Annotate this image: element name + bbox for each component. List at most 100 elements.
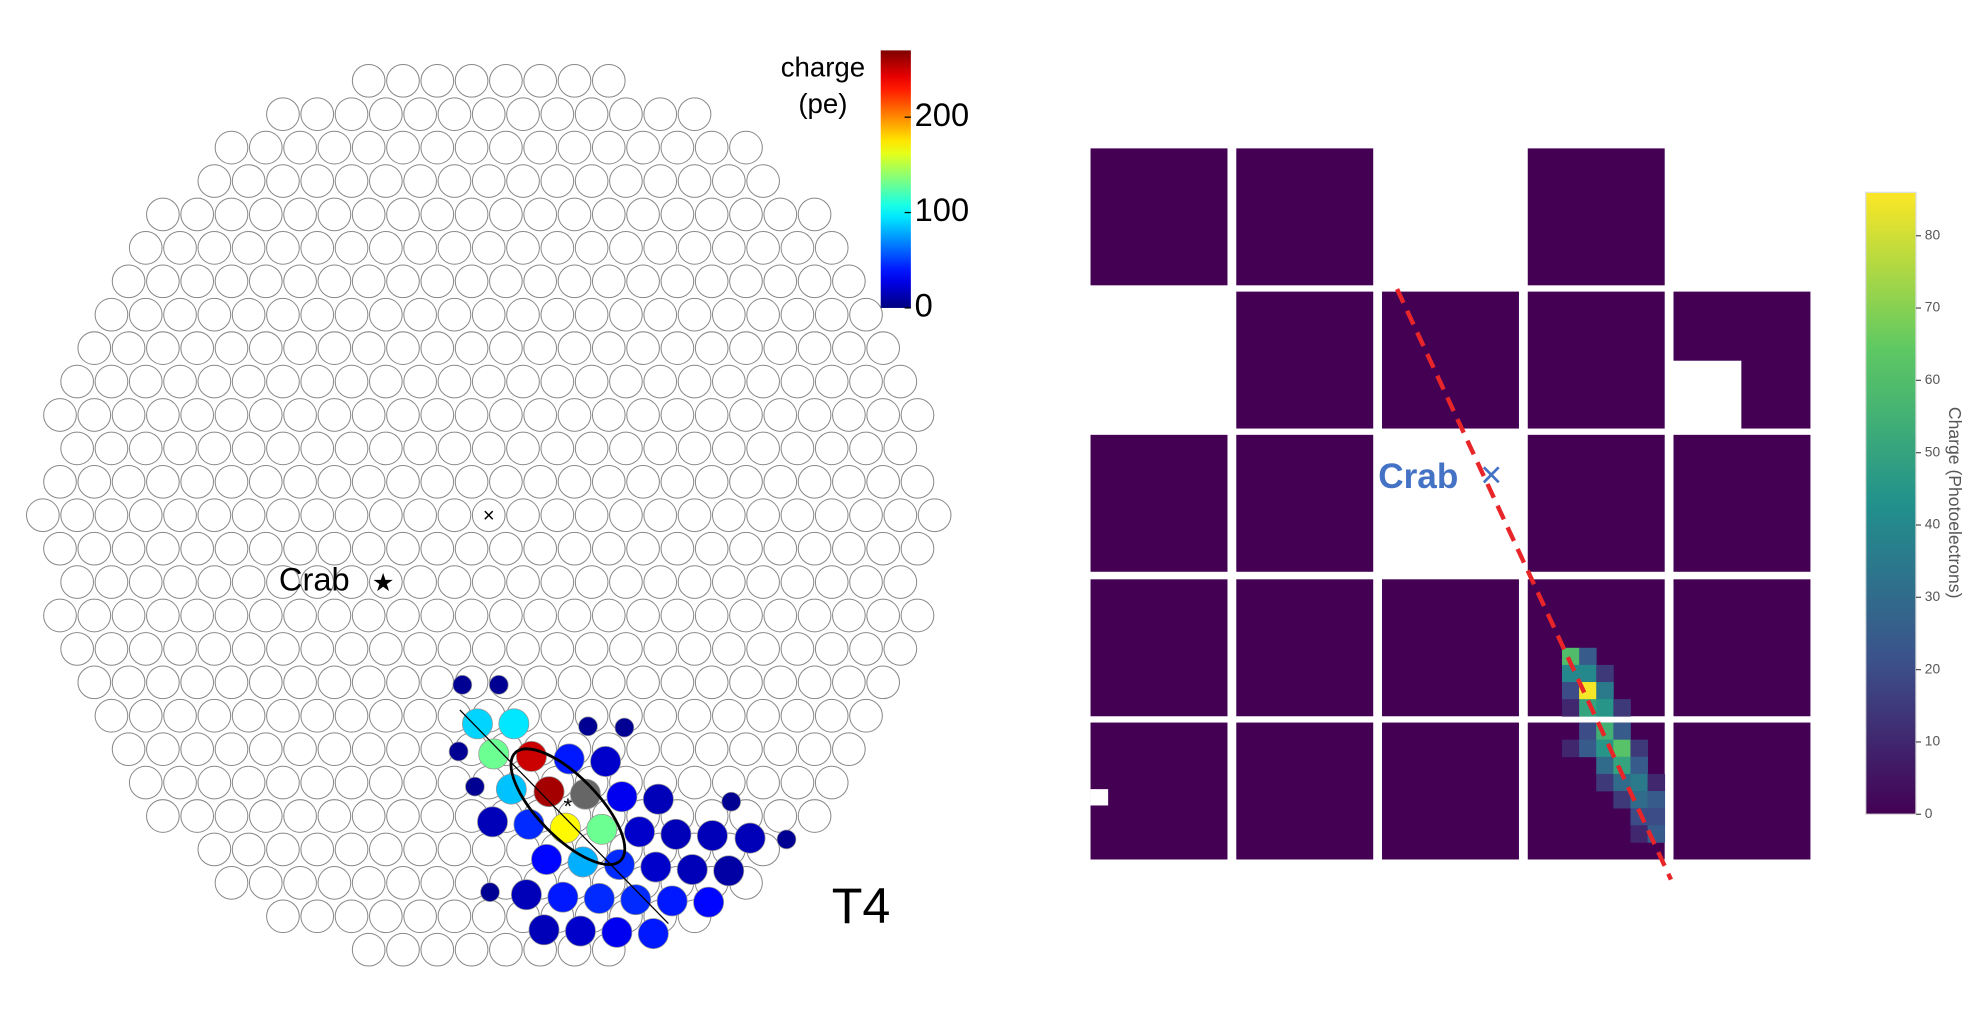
- camera-pixel: [111, 264, 146, 299]
- camera-pixel: [626, 130, 660, 165]
- camera-pixel: [489, 197, 523, 232]
- camera-pixel: [643, 231, 678, 265]
- camera-pixel: [591, 197, 626, 232]
- camera-pixel: [214, 866, 249, 900]
- camera-pixel: [386, 598, 420, 633]
- camera-pixel: [763, 732, 798, 767]
- camera-pixel: [660, 130, 695, 165]
- camera-module: [1382, 579, 1519, 717]
- charge-pixel: [642, 783, 674, 815]
- camera-pixel: [94, 297, 129, 332]
- camera-pixel: [386, 665, 420, 700]
- camera-pixel: [660, 264, 695, 299]
- camera-pixel: [231, 632, 266, 666]
- camera-pixel: [351, 732, 386, 767]
- camera-pixel: [146, 398, 180, 432]
- camera-pixel: [351, 130, 386, 165]
- camera-pixel: [43, 531, 77, 566]
- camera-pixel: [729, 264, 763, 299]
- camera-pixel: [797, 531, 832, 566]
- camera-pixel: [351, 932, 386, 967]
- camera-pixel: [266, 364, 300, 399]
- camera-pixel: [351, 531, 386, 566]
- camera-pixel: [746, 632, 780, 666]
- camera-pixel: [814, 498, 849, 533]
- camera-pixel: [368, 698, 403, 733]
- camera-pixel: [660, 531, 695, 566]
- camera-pixel: [146, 799, 180, 833]
- camera-pixel: [231, 565, 266, 599]
- camera-pixel: [266, 498, 300, 533]
- camera-pixel: [317, 598, 352, 633]
- camera-pixel: [60, 565, 94, 599]
- camera-pixel: [540, 698, 575, 733]
- camera-pixel: [626, 665, 660, 700]
- charge-pixel: [528, 914, 560, 946]
- charge-pixel: [1647, 808, 1666, 826]
- camera-pixel: [660, 331, 695, 365]
- camera-module: [1090, 434, 1228, 572]
- camera-module: [1090, 579, 1228, 717]
- camera-pixel: [471, 364, 506, 399]
- camera-pixel: [746, 364, 780, 399]
- camera-pixel: [797, 398, 832, 432]
- camera-pixel: [609, 164, 643, 198]
- camera-pixel: [420, 264, 455, 299]
- camera-pixel: [557, 398, 592, 432]
- camera-module: [1236, 579, 1374, 717]
- camera-pixel: [574, 97, 609, 132]
- major-axis: [459, 709, 669, 925]
- camera-pixel: [368, 431, 403, 466]
- camera-pixel: [334, 632, 369, 666]
- camera-pixel: [609, 231, 643, 265]
- camera-pixel: [77, 531, 112, 566]
- charge-pixel: [693, 886, 725, 918]
- colorbar-tick-label: 70: [1925, 299, 1941, 315]
- camera-pixel: [729, 197, 763, 232]
- left-camera: [26, 63, 952, 967]
- camera-pixel: [506, 498, 540, 533]
- camera-pixel: [300, 231, 335, 265]
- camera-pixel: [197, 765, 232, 800]
- camera-pixel: [694, 531, 729, 566]
- camera-pixel: [780, 431, 815, 466]
- camera-pixel: [386, 732, 420, 767]
- camera-pixel: [711, 565, 746, 599]
- camera-pixel: [231, 765, 266, 800]
- charge-pixel: [513, 808, 545, 840]
- camera-pixel: [540, 364, 575, 399]
- camera-pixel: [626, 464, 660, 499]
- camera-pixel: [214, 464, 249, 499]
- camera-pixel: [694, 598, 729, 633]
- charge-pixel: [1613, 739, 1631, 758]
- camera-pixel: [677, 364, 712, 399]
- camera-pixel: [128, 297, 163, 332]
- charge-pixel: [495, 773, 527, 805]
- camera-pixel: [660, 732, 695, 767]
- camera-pixel: [437, 832, 472, 867]
- camera-pixel: [883, 632, 918, 666]
- camera-pixel: [814, 364, 849, 399]
- camera-pixel: [420, 598, 455, 633]
- camera-pixel: [557, 130, 592, 165]
- camera-pixel: [763, 464, 798, 499]
- camera-pixel: [180, 398, 215, 432]
- camera-pixel: [832, 598, 866, 633]
- camera-module: [1090, 148, 1228, 286]
- camera-pixel: [214, 531, 249, 566]
- camera-pixel: [711, 498, 746, 533]
- camera-pixel: [420, 63, 455, 98]
- camera-pixel: [694, 665, 729, 700]
- camera-pixel: [420, 398, 455, 432]
- camera-pixel: [420, 331, 455, 365]
- charge-pixel: [1596, 699, 1614, 717]
- camera-pixel: [231, 698, 266, 733]
- camera-pixel: [60, 364, 94, 399]
- camera-pixel: [866, 464, 901, 499]
- camera-pixel: [694, 331, 729, 365]
- charge-pixel: [660, 818, 692, 850]
- camera-pixel: [523, 264, 558, 299]
- camera-module: [1527, 148, 1665, 286]
- camera-pixel: [591, 531, 626, 566]
- camera-pixel: [111, 665, 146, 700]
